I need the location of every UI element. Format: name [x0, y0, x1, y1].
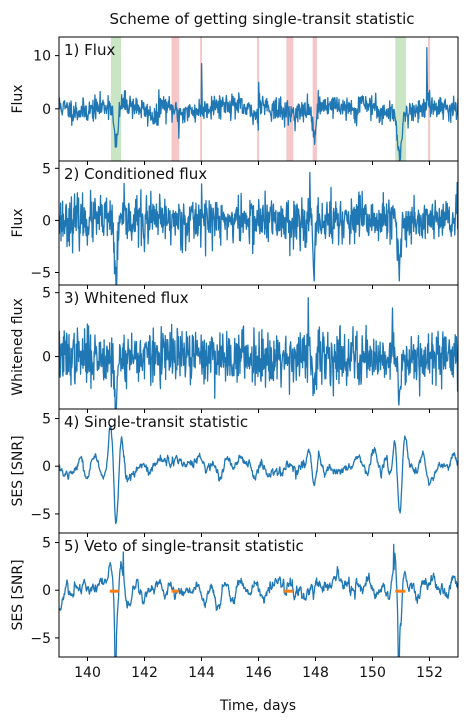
y-axis-label: Flux — [10, 208, 26, 237]
y-tick-label: 5 — [42, 286, 51, 302]
x-tick-label: 144 — [188, 665, 215, 681]
series-line — [59, 425, 458, 525]
x-tick-label: 142 — [131, 665, 158, 681]
x-tick-label: 140 — [74, 665, 101, 681]
y-tick-label: 0 — [42, 583, 51, 599]
y-axis-label: SES [SNR] — [10, 435, 26, 506]
y-tick-label: −5 — [30, 631, 51, 647]
x-tick-label: 150 — [359, 665, 386, 681]
panel-4: −5 0 5 SES [SNR] 4) Single-transit statistic — [10, 408, 459, 537]
panel-label: 4) Single-transit statistic — [64, 413, 248, 431]
panel-2: −5 0 5 Flux 2) Conditioned flux — [10, 160, 459, 289]
plot-area — [59, 425, 458, 525]
plot-area — [59, 297, 458, 409]
panel-label: 3) Whitened flux — [64, 289, 189, 307]
panel-5: −5 0 5 SES [SNR] 5) Veto of single-transit s… — [10, 532, 459, 661]
red-shaded-region — [171, 37, 180, 161]
y-axis-label: Whitened flux — [10, 298, 26, 396]
y-tick-label: 5 — [42, 536, 51, 552]
x-tick-label: 148 — [302, 665, 329, 681]
plot-area — [59, 37, 458, 161]
series-line — [59, 46, 458, 161]
y-tick-label: 0 — [42, 213, 51, 229]
panels: 0 10 Flux 1) Flux −5 0 5 Flux 2) Conditioned flu… — [10, 36, 459, 681]
y-axis-label: SES [SNR] — [10, 559, 26, 630]
y-tick-label: 5 — [42, 412, 51, 428]
green-shaded-region — [110, 37, 122, 161]
green-shaded-region — [395, 37, 407, 161]
panel-3: 0 5 Whitened flux 3) Whitened flux — [10, 284, 459, 413]
y-tick-label: 0 — [42, 350, 51, 366]
x-tick-label: 146 — [245, 665, 272, 681]
series-line — [59, 543, 458, 657]
y-axis-label: Flux — [10, 84, 26, 113]
figure-title: Scheme of getting single-transit statist… — [109, 10, 414, 28]
series-line — [59, 171, 458, 285]
y-tick-label: 5 — [42, 161, 51, 177]
panel-1: 0 10 Flux 1) Flux — [10, 36, 459, 165]
panel-label: 1) Flux — [64, 41, 115, 59]
y-tick-label: 0 — [42, 459, 51, 475]
x-axis-label: Time, days — [219, 698, 296, 714]
y-tick-label: −5 — [30, 265, 51, 281]
y-tick-label: 0 — [42, 102, 51, 118]
y-tick-label: 10 — [33, 49, 51, 65]
series-line — [59, 297, 458, 409]
panel-label: 2) Conditioned flux — [64, 165, 207, 183]
y-tick-label: −5 — [30, 507, 51, 523]
red-shaded-region — [312, 37, 317, 161]
plot-area — [59, 171, 458, 285]
x-tick-label: 152 — [416, 665, 443, 681]
panel-label: 5) Veto of single-transit statistic — [64, 537, 304, 555]
plot-area — [59, 543, 458, 657]
red-shaded-region — [286, 37, 294, 161]
